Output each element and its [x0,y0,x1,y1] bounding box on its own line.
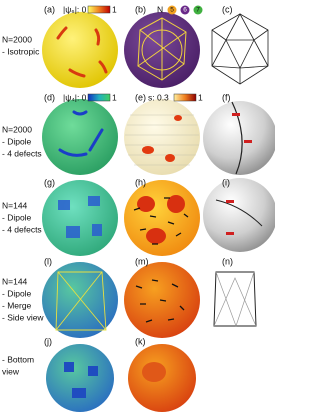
panel-label: (h) [135,177,146,187]
row-label: - 4 defects [2,224,42,234]
sphere [46,344,114,412]
panel-label: (n) [222,256,233,266]
row-label: - Merge [2,300,32,310]
panel-label: (j) [44,336,52,346]
panel-label: (m) [135,256,149,266]
row-label: N=2000 [2,124,32,134]
defect-network [137,17,187,81]
low-order-patches [58,196,102,238]
row-label: - Dipole [2,136,32,146]
legend-value: 6 [183,7,187,14]
colorbar-max: 1 [112,4,117,14]
colorbar [173,93,197,102]
panel-label: (b) [135,4,146,14]
panel-label: (c) [222,4,233,14]
colorbar-label: |ψ₆|: 0 [63,4,87,14]
colorbar-label: s: 0.3 [148,92,169,102]
legend-swatch [193,5,203,15]
row-label: N=144 [2,200,28,210]
sphere [124,180,200,256]
row-label: - Isotropic [2,46,40,56]
low-order-patches [64,362,98,398]
row-label: view [2,366,20,376]
panel-label: (a) [44,4,55,14]
colorbar-max: 1 [112,92,117,102]
legend-value: 7 [196,7,200,14]
defect-lines [58,110,104,157]
legend-value: 5 [170,7,174,14]
sphere [124,99,200,175]
director-field [125,114,199,166]
defect-spots [142,115,182,162]
row-label: - Dipole [2,288,32,298]
row-label: - Dipole [2,212,32,222]
legend-label: N [157,4,163,14]
colorbar-label: |ψ₄|: 0 [63,92,87,102]
wire-frame [55,271,107,331]
colorbar-max: 1 [198,92,203,102]
row-label: N=2000 [2,34,32,44]
legend-swatch [167,5,177,15]
row-label: - 4 defects [2,148,42,158]
colorbar [87,5,111,14]
defects [226,200,234,235]
defect-lines [56,26,108,78]
panel-label: (f) [222,92,231,102]
defects [232,113,252,143]
panel-label: (e) [135,92,146,102]
row-label: N=144 [2,276,28,286]
row-label: - Bottom [2,354,34,364]
defect-path [215,199,263,227]
director-field [135,279,185,323]
panel-label: (i) [222,177,230,187]
panel-label: (l) [44,256,52,266]
panel-label: (d) [44,92,55,102]
sphere [42,99,118,175]
sphere [42,12,118,88]
panel-label: (g) [44,177,55,187]
row-label: - Side view [2,312,44,322]
defect-regions [142,362,166,382]
colorbar [87,93,111,102]
director-field [133,197,189,245]
sphere [42,180,118,256]
icosahedron [211,13,269,85]
figure: |ψ₆|: 0 1 N 5 6 7 |ψ₄|: 0 1 s: 0.3 1 (a)… [2,4,275,412]
defect-path [231,101,243,175]
panel-label: (k) [135,336,146,346]
sphere [203,101,275,175]
wireframe [213,271,257,328]
legend-swatch [180,5,190,15]
sphere [203,178,275,252]
defect-regions [137,195,185,244]
